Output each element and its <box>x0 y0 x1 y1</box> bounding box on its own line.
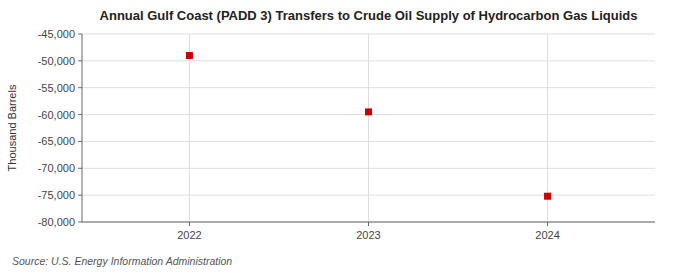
y-tick-label: -55,000 <box>38 82 75 94</box>
x-axis-line <box>82 222 655 223</box>
grid <box>82 34 655 222</box>
y-tick-label: -50,000 <box>38 55 75 67</box>
x-tick <box>189 222 190 226</box>
x-grid-line <box>368 34 369 222</box>
y-axis-line <box>82 34 83 222</box>
y-tick <box>78 195 82 196</box>
x-tick <box>368 222 369 226</box>
y-tick <box>78 141 82 142</box>
points <box>186 52 551 200</box>
y-tick-label: -70,000 <box>38 162 75 174</box>
x-tick <box>547 222 548 226</box>
x-grid-line <box>189 34 190 222</box>
title: Annual Gulf Coast (PADD 3) Transfers to … <box>100 8 638 23</box>
point <box>544 193 551 200</box>
y-tick-label: -65,000 <box>38 135 75 147</box>
y-grid-line <box>82 222 655 223</box>
y-tick <box>78 60 82 61</box>
y-tick <box>78 34 82 35</box>
y-tick-label: -75,000 <box>38 189 75 201</box>
axes: -80,000 -75,000 -70,000 -65,000 -60,000 -55,0… <box>38 28 655 241</box>
y-tick <box>78 114 82 115</box>
x-tick-label: 2024 <box>535 229 559 241</box>
point <box>365 108 372 115</box>
y-tick-label: -45,000 <box>38 28 75 40</box>
x-tick-label: 2022 <box>177 229 201 241</box>
chart-svg: Annual Gulf Coast (PADD 3) Transfers to … <box>0 0 675 275</box>
x-tick-label: 2023 <box>356 229 380 241</box>
point <box>186 52 193 59</box>
chart-container: Annual Gulf Coast (PADD 3) Transfers to … <box>0 0 675 275</box>
y-tick <box>78 222 82 223</box>
y-tick <box>78 168 82 169</box>
y-axis-label: Thousand Barrels <box>6 84 18 171</box>
y-tick <box>78 87 82 88</box>
source-annotation: Source: U.S. Energy Information Administ… <box>12 255 232 267</box>
y-tick-label: -60,000 <box>38 109 75 121</box>
y-tick-label: -80,000 <box>38 216 75 228</box>
